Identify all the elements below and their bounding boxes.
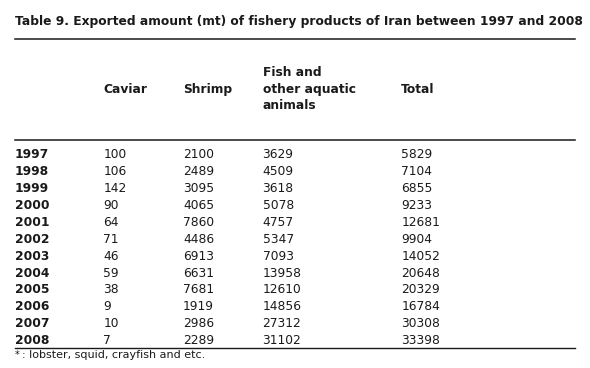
Text: 2007: 2007 xyxy=(15,317,49,330)
Text: 1919: 1919 xyxy=(183,300,214,314)
Text: 10: 10 xyxy=(103,317,119,330)
Text: 33398: 33398 xyxy=(401,334,440,347)
Text: 6855: 6855 xyxy=(401,182,432,195)
Text: 7104: 7104 xyxy=(401,165,432,178)
Text: 7: 7 xyxy=(103,334,111,347)
Text: 71: 71 xyxy=(103,233,119,246)
Text: 2003: 2003 xyxy=(15,250,49,263)
Text: 59: 59 xyxy=(103,266,119,280)
Text: 14856: 14856 xyxy=(263,300,301,314)
Text: Fish and
other aquatic
animals: Fish and other aquatic animals xyxy=(263,66,356,112)
Text: 5829: 5829 xyxy=(401,148,432,161)
Text: 6913: 6913 xyxy=(183,250,214,263)
Text: 9233: 9233 xyxy=(401,199,432,212)
Text: 2986: 2986 xyxy=(183,317,214,330)
Text: 90: 90 xyxy=(103,199,119,212)
Text: 4065: 4065 xyxy=(183,199,214,212)
Text: 14052: 14052 xyxy=(401,250,440,263)
Text: 7093: 7093 xyxy=(263,250,294,263)
Text: 12681: 12681 xyxy=(401,216,440,229)
Text: 16784: 16784 xyxy=(401,300,440,314)
Text: 2004: 2004 xyxy=(15,266,49,280)
Text: 6631: 6631 xyxy=(183,266,214,280)
Text: 2006: 2006 xyxy=(15,300,49,314)
Text: 3618: 3618 xyxy=(263,182,294,195)
Text: 13958: 13958 xyxy=(263,266,301,280)
Text: 5347: 5347 xyxy=(263,233,294,246)
Text: Caviar: Caviar xyxy=(103,83,148,96)
Text: 7681: 7681 xyxy=(183,283,214,297)
Text: 4486: 4486 xyxy=(183,233,214,246)
Text: 30308: 30308 xyxy=(401,317,440,330)
Text: 2000: 2000 xyxy=(15,199,49,212)
Text: 20329: 20329 xyxy=(401,283,440,297)
Text: Total: Total xyxy=(401,83,435,96)
Text: Table 9. Exported amount (mt) of fishery products of Iran between 1997 and 2008: Table 9. Exported amount (mt) of fishery… xyxy=(15,15,582,28)
Text: 2100: 2100 xyxy=(183,148,214,161)
Text: 46: 46 xyxy=(103,250,119,263)
Text: 2489: 2489 xyxy=(183,165,214,178)
Text: 2289: 2289 xyxy=(183,334,214,347)
Text: 3095: 3095 xyxy=(183,182,214,195)
Text: : lobster, squid, crayfish and etc.: : lobster, squid, crayfish and etc. xyxy=(22,350,205,360)
Text: 3629: 3629 xyxy=(263,148,294,161)
Text: 9904: 9904 xyxy=(401,233,432,246)
Text: 31102: 31102 xyxy=(263,334,301,347)
Text: 2002: 2002 xyxy=(15,233,49,246)
Text: 9: 9 xyxy=(103,300,111,314)
Text: 12610: 12610 xyxy=(263,283,301,297)
Text: Shrimp: Shrimp xyxy=(183,83,232,96)
Text: 1999: 1999 xyxy=(15,182,49,195)
Text: 64: 64 xyxy=(103,216,119,229)
Text: 5078: 5078 xyxy=(263,199,294,212)
Text: 106: 106 xyxy=(103,165,126,178)
Text: *: * xyxy=(15,350,19,360)
Text: 4509: 4509 xyxy=(263,165,294,178)
Text: 2008: 2008 xyxy=(15,334,49,347)
Text: 20648: 20648 xyxy=(401,266,440,280)
Text: 100: 100 xyxy=(103,148,126,161)
Text: 1997: 1997 xyxy=(15,148,49,161)
Text: 27312: 27312 xyxy=(263,317,301,330)
Text: 2001: 2001 xyxy=(15,216,49,229)
Text: 38: 38 xyxy=(103,283,119,297)
Text: 1998: 1998 xyxy=(15,165,49,178)
Text: 4757: 4757 xyxy=(263,216,294,229)
Text: 142: 142 xyxy=(103,182,126,195)
Text: 2005: 2005 xyxy=(15,283,49,297)
Text: 7860: 7860 xyxy=(183,216,214,229)
